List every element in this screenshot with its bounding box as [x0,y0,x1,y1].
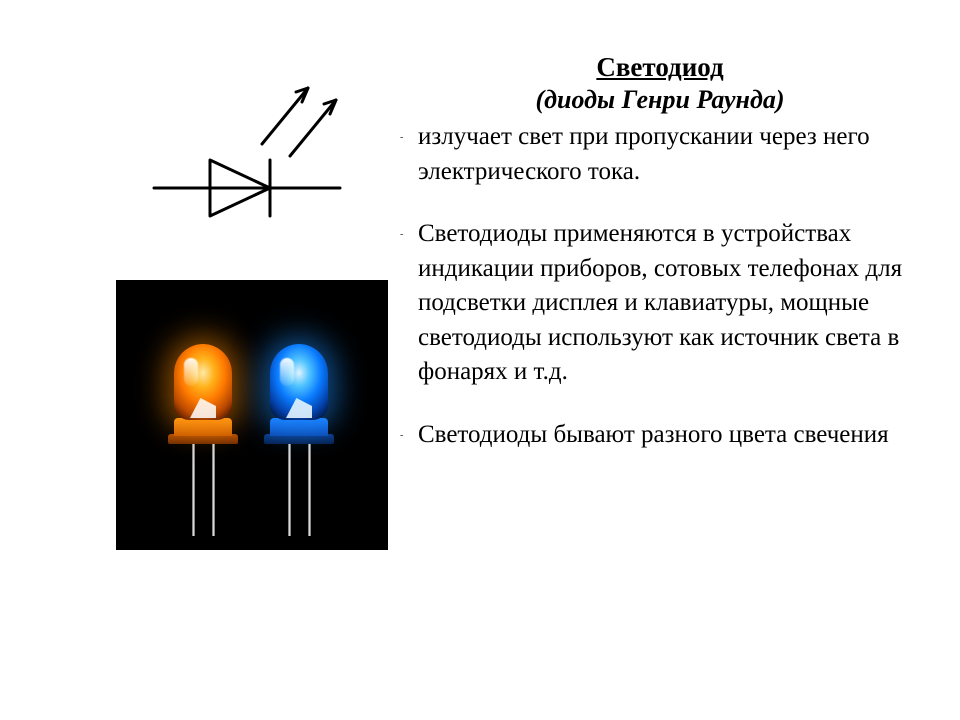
bullet-marker: - [400,120,418,143]
bullet-item: - излучает свет при пропускании через не… [400,120,930,189]
title: Светодиод [400,52,920,83]
led-leg [308,442,311,536]
led-base [264,418,334,444]
title-block: Светодиод (диоды Генри Раунда) [400,52,920,115]
led-leg [212,442,215,536]
bullet-marker: - [400,418,418,441]
bullet-item: - Светодиоды бывают разного цвета свечен… [400,418,930,453]
led-photo-illustration [116,280,388,550]
led-specular-highlight [184,358,198,386]
bullet-text: Светодиоды применяются в устройствах инд… [418,217,930,390]
slide: Светодиод (диоды Генри Раунда) - излучае… [0,0,960,720]
body-text: - излучает свет при пропускании через не… [400,120,930,480]
led-base [168,418,238,444]
led-specular-highlight [280,358,294,386]
bullet-item: - Светодиоды применяются в устройствах и… [400,217,930,390]
bullet-text: излучает свет при пропускании через него… [418,120,930,189]
bullet-marker: - [400,217,418,240]
led-leg [192,442,195,536]
led-schematic-symbol [150,58,360,238]
led-leg [288,442,291,536]
subtitle: (диоды Генри Раунда) [400,85,920,115]
bullet-text: Светодиоды бывают разного цвета свечения [418,418,889,453]
